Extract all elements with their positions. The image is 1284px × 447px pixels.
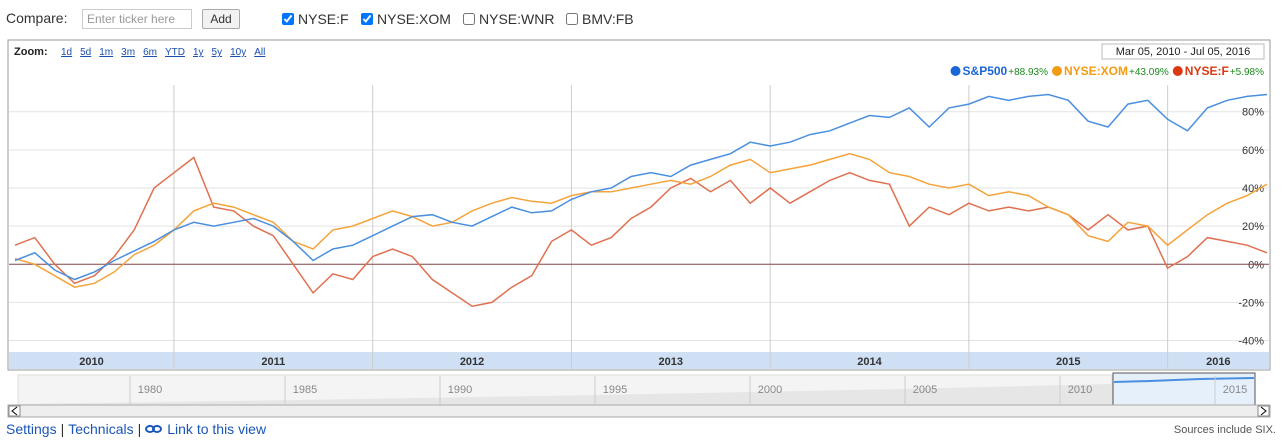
chart-frame <box>7 39 1271 371</box>
ticker-checkbox[interactable] <box>361 13 373 25</box>
legend-change: +43.09% <box>1129 67 1169 78</box>
navigator-history <box>18 384 1112 405</box>
ticker-input[interactable]: Enter ticker here <box>82 9 192 29</box>
ticker-checkbox[interactable] <box>566 13 578 25</box>
x-tick-label: 2014 <box>857 356 882 368</box>
compare-label: Compare: <box>6 10 68 26</box>
legend-dot <box>1052 66 1062 76</box>
ticker-name: NYSE:F <box>298 11 349 27</box>
ticker-checkbox[interactable] <box>463 13 475 25</box>
legend-name: NYSE:F <box>1185 64 1229 78</box>
ticker-name: BMV:FB <box>582 11 634 27</box>
ticker-option[interactable]: NYSE:XOM <box>361 11 451 27</box>
navigator-label: 2005 <box>913 384 937 396</box>
legend-name: S&P500 <box>963 64 1008 78</box>
series-line <box>14 152 1268 288</box>
navigator-label: 1995 <box>603 384 627 396</box>
navigator-label: 1980 <box>138 384 162 396</box>
navigator-label: 1990 <box>448 384 472 396</box>
zoom-option[interactable]: 1m <box>99 47 113 58</box>
zoom-label: Zoom: <box>14 46 48 58</box>
footer: Settings | Technicals | Link to this view <box>6 421 266 437</box>
scroll-left-arrow <box>11 406 18 416</box>
zoom-option[interactable]: YTD <box>165 47 185 58</box>
date-range-box <box>1101 43 1265 60</box>
navigator-label: 1985 <box>293 384 317 396</box>
zoom-option[interactable]: 3m <box>121 47 135 58</box>
ticker-option[interactable]: NYSE:F <box>282 11 349 27</box>
x-tick-label: 2011 <box>261 356 285 368</box>
x-tick-label: 2010 <box>79 356 103 368</box>
ticker-option[interactable]: BMV:FB <box>566 11 634 27</box>
timeline-strip <box>9 352 1269 369</box>
y-tick-label: -40% <box>1238 336 1264 348</box>
y-tick-label: -20% <box>1238 297 1264 309</box>
footer-link[interactable]: Technicals <box>68 421 134 437</box>
toolbar: Compare: Enter ticker here Add NYSE:F NYS… <box>0 0 1284 38</box>
scrollbar[interactable] <box>7 404 1271 418</box>
legend-dot <box>1172 66 1183 76</box>
legend-change: +88.93% <box>1008 67 1048 78</box>
zoom-option[interactable]: 5y <box>212 47 223 58</box>
y-tick-label: 60% <box>1242 145 1264 157</box>
legend-dot <box>950 66 961 76</box>
scroll-right-arrow <box>1260 406 1267 416</box>
navigator-label: 2015 <box>1223 384 1247 396</box>
footer-link[interactable]: Settings <box>6 421 57 437</box>
y-tick-label: 0% <box>1248 259 1264 271</box>
x-tick-label: 2012 <box>460 356 484 368</box>
source-note: Sources include SIX. <box>1173 424 1276 436</box>
series-line <box>14 93 1268 281</box>
separator: | <box>137 421 142 437</box>
y-tick-label: 20% <box>1242 221 1264 233</box>
ticker-name: NYSE:WNR <box>479 11 555 27</box>
x-tick-label: 2013 <box>659 356 683 368</box>
y-tick-label: 40% <box>1242 183 1264 195</box>
link-icon <box>145 425 163 433</box>
zoom-option[interactable]: 1y <box>193 47 204 58</box>
x-tick-label: 2015 <box>1056 356 1080 368</box>
footer-link[interactable]: Link to this view <box>167 421 267 437</box>
ticker-option[interactable]: NYSE:WNR <box>463 11 554 27</box>
navigator-label: 2010 <box>1068 384 1092 396</box>
add-button[interactable]: Add <box>202 9 240 29</box>
zoom-option[interactable]: 5d <box>80 47 91 58</box>
navigator-label: 2000 <box>758 384 782 396</box>
zoom-option[interactable]: 1d <box>61 47 72 58</box>
separator: | <box>60 421 65 437</box>
scroll-right[interactable] <box>1257 405 1270 417</box>
scroll-left[interactable] <box>8 405 21 417</box>
legend-name: NYSE:XOM <box>1064 64 1128 78</box>
legend-change: +5.98% <box>1230 67 1264 78</box>
ticker-name: NYSE:XOM <box>377 11 451 27</box>
zoom-option[interactable]: All <box>254 47 265 58</box>
x-tick-label: 2016 <box>1206 356 1230 368</box>
ticker-checkbox[interactable] <box>282 13 294 25</box>
chart: Zoom: Mar 05, 2010 - Jul 05, 2016 1d 5d 1m… <box>7 39 1271 418</box>
y-tick-label: 80% <box>1242 107 1264 119</box>
date-range: Mar 05, 2010 - Jul 05, 2016 <box>1116 46 1251 58</box>
navigator-line <box>1113 377 1255 383</box>
zoom-option[interactable]: 6m <box>143 47 157 58</box>
zoom-option[interactable]: 10y <box>230 47 246 58</box>
